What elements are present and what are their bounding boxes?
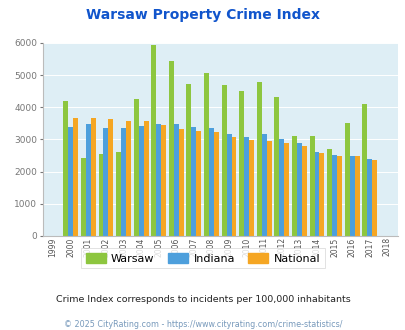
Bar xyxy=(86,124,91,236)
Bar xyxy=(314,152,319,236)
Bar xyxy=(261,134,266,236)
Bar xyxy=(161,125,166,236)
Bar xyxy=(249,140,254,236)
Legend: Warsaw, Indiana, National: Warsaw, Indiana, National xyxy=(81,248,324,268)
Bar xyxy=(191,127,196,236)
Bar xyxy=(354,156,359,236)
Bar xyxy=(63,101,68,236)
Bar xyxy=(173,124,178,236)
Bar xyxy=(121,128,126,236)
Text: Crime Index corresponds to incidents per 100,000 inhabitants: Crime Index corresponds to incidents per… xyxy=(55,295,350,304)
Bar xyxy=(156,124,161,236)
Bar xyxy=(68,127,73,236)
Bar xyxy=(296,143,301,236)
Bar xyxy=(73,118,78,236)
Bar xyxy=(91,118,96,236)
Bar xyxy=(243,137,249,236)
Bar xyxy=(231,137,236,236)
Bar xyxy=(108,119,113,236)
Bar xyxy=(284,143,288,236)
Bar xyxy=(226,134,231,236)
Bar xyxy=(126,121,130,236)
Bar xyxy=(221,85,226,236)
Text: © 2025 CityRating.com - https://www.cityrating.com/crime-statistics/: © 2025 CityRating.com - https://www.city… xyxy=(64,320,341,329)
Bar xyxy=(213,132,218,236)
Bar xyxy=(309,136,314,236)
Bar xyxy=(239,90,243,236)
Bar xyxy=(371,160,376,236)
Bar xyxy=(367,159,371,236)
Bar xyxy=(349,156,354,236)
Bar xyxy=(291,136,296,236)
Bar xyxy=(81,158,86,236)
Bar xyxy=(336,156,341,236)
Bar xyxy=(186,84,191,236)
Bar xyxy=(143,121,148,236)
Bar xyxy=(168,61,173,236)
Bar xyxy=(204,73,209,236)
Bar xyxy=(331,154,336,236)
Bar xyxy=(256,82,261,236)
Bar xyxy=(301,146,306,236)
Bar xyxy=(178,129,183,236)
Bar xyxy=(133,99,139,236)
Bar xyxy=(116,152,121,236)
Bar xyxy=(344,123,349,236)
Bar xyxy=(209,128,213,236)
Bar xyxy=(103,128,108,236)
Bar xyxy=(319,152,324,236)
Bar xyxy=(151,46,156,236)
Bar xyxy=(326,149,331,236)
Bar xyxy=(139,126,143,236)
Bar xyxy=(274,97,279,236)
Text: Warsaw Property Crime Index: Warsaw Property Crime Index xyxy=(86,8,319,22)
Bar xyxy=(98,154,103,236)
Bar xyxy=(361,104,367,236)
Bar xyxy=(266,141,271,236)
Bar xyxy=(196,131,201,236)
Bar xyxy=(279,139,284,236)
